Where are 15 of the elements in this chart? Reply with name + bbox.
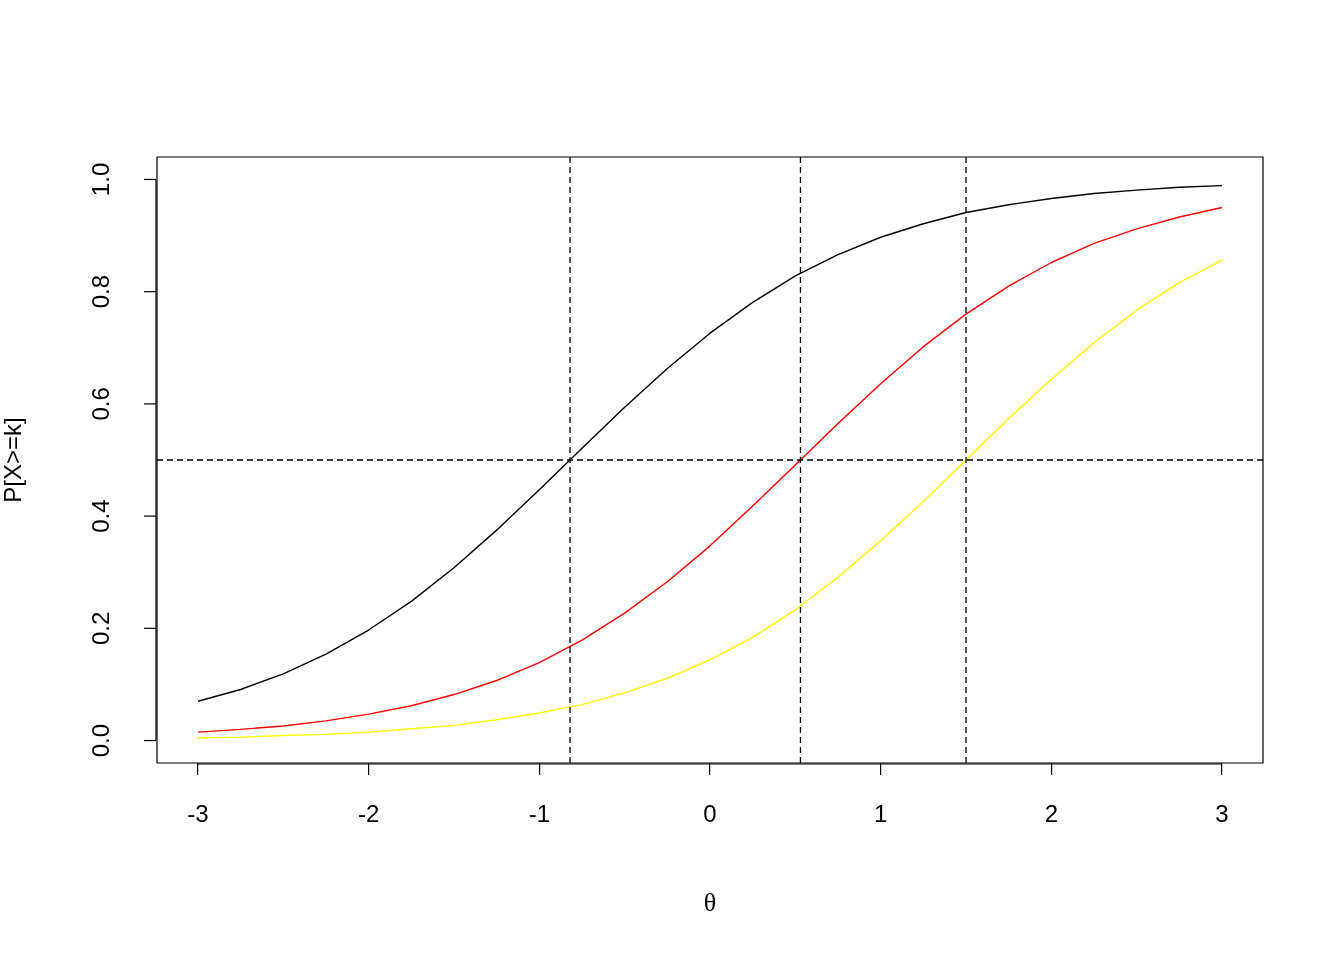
x-tick-label: -3 <box>187 800 209 828</box>
y-tick-label: 0.2 <box>86 611 114 646</box>
x-tick-label: -2 <box>357 800 380 828</box>
x-axis-title: θ <box>703 888 717 918</box>
x-tick-label: -1 <box>528 800 550 828</box>
y-tick-label: 0.0 <box>86 723 114 758</box>
y-tick-label: 0.6 <box>86 387 114 421</box>
x-tick-label: 0 <box>703 800 717 828</box>
y-tick-label: 1.0 <box>86 162 114 197</box>
y-axis-title: P[X>=k] <box>0 417 27 503</box>
x-tick-label: 1 <box>874 800 888 828</box>
x-tick-label: 3 <box>1215 800 1229 828</box>
y-tick-label: 0.8 <box>86 274 114 309</box>
y-tick-label: 0.4 <box>86 499 114 533</box>
x-tick-label: 2 <box>1044 800 1059 828</box>
